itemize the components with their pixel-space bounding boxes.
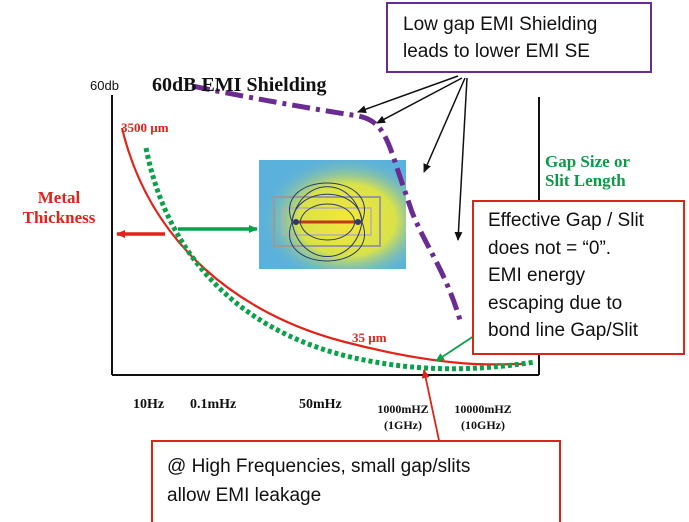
callout-arrow-4 [454, 77, 468, 241]
gap-size-curve [143, 147, 536, 372]
gap-size-line: Gap Size or [545, 152, 630, 171]
metal-thickness-curve [120, 127, 523, 366]
callout-line: escaping due to [488, 292, 623, 314]
callout-line: allow EMI leakage [167, 485, 322, 506]
callout-arrow-3 [423, 77, 466, 173]
callout-line: bond line Gap/Slit [488, 320, 638, 341]
effective-gap-callout: Effective Gap / Slit does not = “0”. EMI… [472, 200, 685, 355]
callout-line: EMI energy [488, 265, 586, 286]
field-leakage-image [259, 160, 406, 269]
callout-line: @ High Frequencies, small gap/slits [167, 456, 471, 477]
gap-size-label: Gap Size or Slit Length [545, 152, 630, 190]
gap-size-line: Slit Length [545, 171, 626, 190]
emi-se-curve [191, 83, 463, 321]
x-tick-label: 10000mHZ (10GHz) [441, 401, 525, 433]
x-tick-label: 50mHz [299, 397, 342, 412]
callout-line: Low gap EMI Shielding [403, 14, 598, 35]
callout-arrow-2 [376, 77, 463, 124]
x-tick-line: (1GHz) [384, 418, 422, 432]
low-gap-callout: Low gap EMI Shielding leads to lower EMI… [386, 2, 652, 73]
thickness-min-label: 35 µm [352, 330, 387, 345]
y-axis-top-label: 60db [90, 78, 119, 93]
x-tick-line: 1000mHZ [377, 402, 429, 416]
high-frequency-callout: @ High Frequencies, small gap/slits allo… [151, 440, 561, 522]
metal-thickness-line: Thickness [22, 208, 96, 227]
callout-line: leads to lower EMI SE [403, 41, 590, 62]
leak-arrow-red [421, 369, 441, 446]
callout-line: does not = “0”. [488, 237, 612, 259]
x-tick-line: 10000mHZ [454, 402, 512, 416]
metal-thickness-label: Metal Thickness [7, 188, 111, 228]
x-tick-line: (10GHz) [461, 418, 505, 432]
thickness-max-label: 3500 µm [121, 120, 169, 135]
x-tick-label: 1000mHZ (1GHz) [364, 401, 442, 433]
chart-title: 60dB EMI Shielding [152, 74, 327, 96]
x-tick-label: 10Hz [133, 397, 165, 412]
callout-arrow-1 [357, 75, 459, 114]
x-tick-label: 0.1mHz [190, 397, 237, 412]
metal-thickness-line: Metal [37, 188, 81, 207]
callout-line: Effective Gap / Slit [488, 210, 644, 231]
